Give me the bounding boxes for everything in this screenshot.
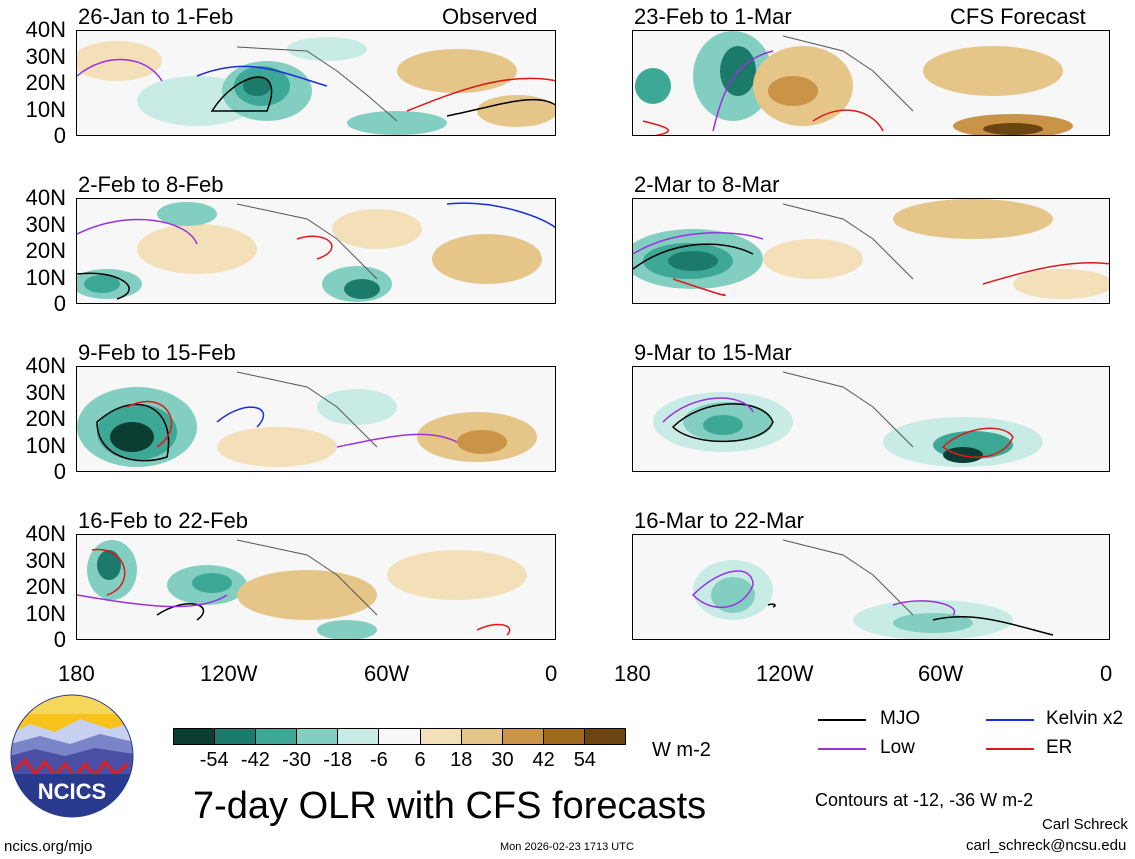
map-panel-observed-3 <box>76 366 556 472</box>
colorbar-swatch <box>461 729 503 744</box>
colorbar-tick-label: 42 <box>532 749 555 771</box>
y-label-row1-1: 30N <box>25 43 66 69</box>
y-label-row2-3: 10N <box>25 264 66 290</box>
y-label-row2-0: 40N <box>25 185 66 210</box>
map-panel-observed-2 <box>76 198 556 304</box>
legend-mjo-label: MJO <box>880 708 921 729</box>
y-label-row4-1: 30N <box>25 547 66 573</box>
legend-er-label: ER <box>1046 737 1073 758</box>
y-label-row2-1: 30N <box>25 211 66 237</box>
figure-title: 7-day OLR with CFS forecasts <box>193 785 707 827</box>
panel-1-title: 26-Jan to 1-Feb <box>78 4 234 29</box>
colorbar-tick-label: 30 <box>491 749 514 771</box>
colorbar-swatch <box>379 729 421 744</box>
map-panel-forecast-3 <box>632 366 1110 472</box>
logo-text: NCICS <box>38 779 106 804</box>
x-label-left-180: 180 <box>58 661 95 686</box>
legend-low-label: Low <box>880 737 915 758</box>
olr-colorbar <box>173 728 626 745</box>
map-panel-observed-4 <box>76 534 556 640</box>
x-label-left-60w: 60W <box>364 661 410 686</box>
y-label-row3-3: 10N <box>25 432 66 458</box>
forecast-label: CFS Forecast <box>950 4 1086 29</box>
colorbar-swatch <box>338 729 380 744</box>
y-label-row4-3: 10N <box>25 600 66 626</box>
x-label-right-60w: 60W <box>918 661 964 686</box>
colorbar-tick-label: -18 <box>323 749 353 771</box>
y-label-row3-0: 40N <box>25 353 66 378</box>
panel-4-title: 16-Feb to 22-Feb <box>78 508 248 533</box>
panel-8-title: 16-Mar to 22-Mar <box>634 508 804 533</box>
map-panel-forecast-2 <box>632 198 1110 304</box>
y-label-row2-2: 20N <box>25 238 66 263</box>
timestamp: Mon 2026-02-23 1713 UTC <box>500 841 634 853</box>
y-label-row1-4: 0 <box>53 123 66 148</box>
panel-7-title: 9-Mar to 15-Mar <box>634 340 792 365</box>
colorbar-swatch <box>215 729 257 744</box>
legend-er-line <box>986 748 1034 750</box>
y-label-row3-2: 20N <box>25 406 66 431</box>
colorbar-tick-label: -6 <box>370 749 388 771</box>
panel-5-title: 23-Feb to 1-Mar <box>634 4 792 29</box>
y-label-row4-2: 20N <box>25 574 66 599</box>
observed-label: Observed <box>442 4 538 29</box>
map-panel-forecast-1 <box>632 30 1110 136</box>
panel-6-title: 2-Mar to 8-Mar <box>634 172 780 197</box>
colorbar-swatch <box>502 729 544 744</box>
x-label-left-120w: 120W <box>200 661 258 686</box>
colorbar-tick-label: -54 <box>199 749 229 771</box>
legend-low-line <box>818 748 866 750</box>
x-label-left-0: 0 <box>545 661 558 686</box>
y-label-row3-4: 0 <box>53 459 66 484</box>
colorbar-swatch <box>256 729 298 744</box>
y-label-row1-2: 20N <box>25 70 66 95</box>
colorbar-swatch <box>543 729 585 744</box>
colorbar-swatch <box>584 729 626 744</box>
x-label-right-120w: 120W <box>756 661 814 686</box>
y-label-row4-0: 40N <box>25 521 66 546</box>
website-link[interactable]: ncics.org/mjo <box>4 838 93 855</box>
panel-2-title: 2-Feb to 8-Feb <box>78 172 224 197</box>
author-name: Carl Schreck <box>1042 816 1128 833</box>
colorbar-swatch <box>297 729 339 744</box>
colorbar-tick-label: -30 <box>282 749 311 771</box>
colorbar-tick-label: 6 <box>414 749 426 771</box>
colorbar-tick-label: 18 <box>450 749 473 771</box>
colorbar-tick-label: 54 <box>573 749 596 771</box>
map-panel-observed-1 <box>76 30 556 136</box>
legend-kelvin-line <box>986 719 1034 721</box>
panel-3-title: 9-Feb to 15-Feb <box>78 340 236 365</box>
y-label-row1-0: 40N <box>25 17 66 42</box>
colorbar-tick-label: -42 <box>240 749 270 771</box>
author-email[interactable]: carl_schreck@ncsu.edu <box>966 837 1127 854</box>
y-label-row4-4: 0 <box>53 627 66 652</box>
y-label-row2-4: 0 <box>53 291 66 316</box>
map-panel-forecast-4 <box>632 534 1110 640</box>
colorbar-swatch <box>420 729 462 744</box>
legend-kelvin-label: Kelvin x2 <box>1046 708 1124 729</box>
y-label-row1-3: 10N <box>25 96 66 122</box>
x-label-right-0: 0 <box>1100 661 1113 686</box>
legend-mjo-line <box>818 719 866 721</box>
colorbar-swatch <box>174 729 216 744</box>
y-label-row3-1: 30N <box>25 379 66 405</box>
colorbar-units: W m-2 <box>652 739 711 761</box>
ncics-logo: NCICS <box>10 694 134 818</box>
x-label-right-180: 180 <box>614 661 651 686</box>
contour-note: Contours at -12, -36 W m-2 <box>815 790 1034 810</box>
